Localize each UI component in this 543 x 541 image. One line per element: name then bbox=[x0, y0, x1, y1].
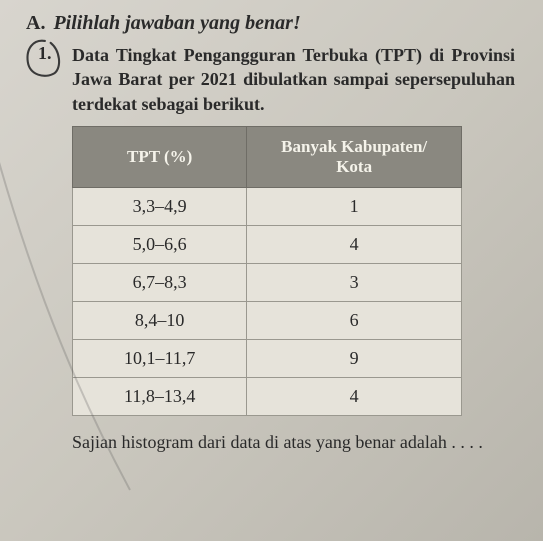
section-letter: A. bbox=[26, 12, 45, 34]
tpt-table: TPT (%) Banyak Kabupaten/ Kota 3,3–4,91 … bbox=[72, 126, 462, 416]
table-row: 8,4–106 bbox=[73, 301, 462, 339]
cell-count: 4 bbox=[247, 225, 462, 263]
table-row: 6,7–8,33 bbox=[73, 263, 462, 301]
cell-count: 9 bbox=[247, 339, 462, 377]
question-text: Data Tingkat Pengangguran Terbuka (TPT) … bbox=[72, 43, 515, 116]
cell-count: 3 bbox=[247, 263, 462, 301]
col-header-count: Banyak Kabupaten/ Kota bbox=[247, 126, 462, 187]
section-heading: A. Pilihlah jawaban yang benar! bbox=[26, 12, 515, 35]
question-number: 1. bbox=[34, 43, 62, 64]
cell-count: 6 bbox=[247, 301, 462, 339]
cell-count: 4 bbox=[247, 377, 462, 415]
cell-range: 6,7–8,3 bbox=[73, 263, 247, 301]
question-number-wrap: 1. bbox=[34, 43, 62, 116]
col-header-count-l1: Banyak Kabupaten/ bbox=[255, 137, 453, 157]
question-block: 1. Data Tingkat Pengangguran Terbuka (TP… bbox=[34, 43, 515, 116]
data-table-wrap: TPT (%) Banyak Kabupaten/ Kota 3,3–4,91 … bbox=[72, 126, 515, 416]
section-title: Pilihlah jawaban yang benar! bbox=[53, 12, 300, 34]
question-prompt: Sajian histogram dari data di atas yang … bbox=[72, 430, 515, 455]
table-row: 11,8–13,44 bbox=[73, 377, 462, 415]
cell-range: 8,4–10 bbox=[73, 301, 247, 339]
col-header-tpt: TPT (%) bbox=[73, 126, 247, 187]
table-header-row: TPT (%) Banyak Kabupaten/ Kota bbox=[73, 126, 462, 187]
cell-range: 5,0–6,6 bbox=[73, 225, 247, 263]
cell-range: 11,8–13,4 bbox=[73, 377, 247, 415]
cell-count: 1 bbox=[247, 187, 462, 225]
cell-range: 10,1–11,7 bbox=[73, 339, 247, 377]
table-body: 3,3–4,91 5,0–6,64 6,7–8,33 8,4–106 10,1–… bbox=[73, 187, 462, 415]
table-row: 5,0–6,64 bbox=[73, 225, 462, 263]
col-header-count-l2: Kota bbox=[255, 157, 453, 177]
table-row: 10,1–11,79 bbox=[73, 339, 462, 377]
cell-range: 3,3–4,9 bbox=[73, 187, 247, 225]
table-row: 3,3–4,91 bbox=[73, 187, 462, 225]
